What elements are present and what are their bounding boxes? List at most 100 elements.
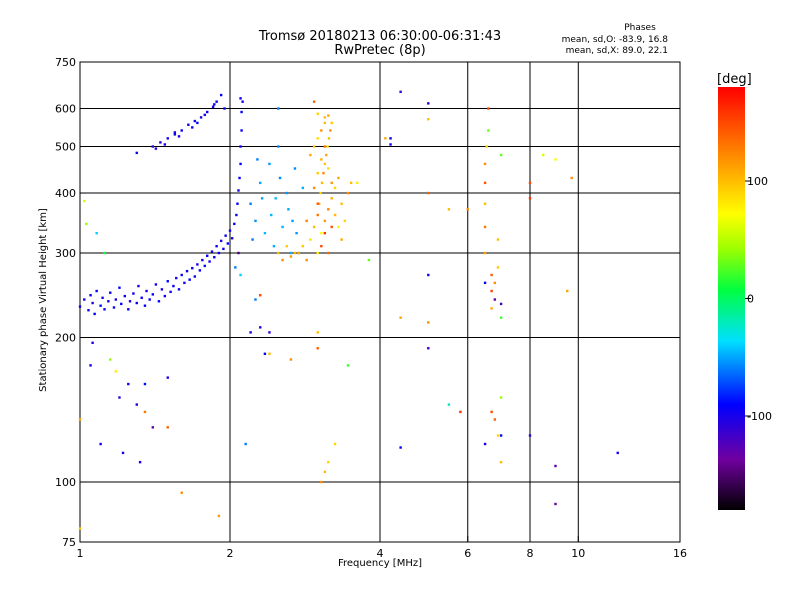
scatter-point-x <box>320 158 323 161</box>
scatter-point-o <box>89 364 92 367</box>
colorbar-tick-label: -100 <box>747 410 772 423</box>
scatter-point-x <box>316 137 319 140</box>
scatter-point-x <box>166 426 169 429</box>
scatter-point-o <box>274 197 277 200</box>
scatter-point-o <box>219 93 223 97</box>
scatter-point-x <box>78 527 82 530</box>
scatter-point-x <box>78 418 82 421</box>
scatter-point-o <box>166 137 169 140</box>
scatter-point-x <box>496 238 500 241</box>
scatter-point-o <box>135 403 138 406</box>
scatter-point-x <box>384 137 387 140</box>
scatter-point-o <box>244 442 247 446</box>
scatter-point-o <box>554 502 557 506</box>
scatter-point-o <box>301 186 305 190</box>
scatter-point-o <box>187 123 190 126</box>
scatter-point-o <box>103 308 106 311</box>
scatter-point-o <box>175 276 178 280</box>
scatter-point-o <box>180 273 183 277</box>
scatter-point-o <box>268 331 271 334</box>
scatter-point-o <box>256 158 259 161</box>
scatter-point-o <box>205 254 209 258</box>
scatter-point-x <box>327 167 330 170</box>
scatter-point-o <box>143 304 147 307</box>
scatter-point-x <box>281 258 284 262</box>
scatter-point-o <box>249 202 252 205</box>
x-tick-label: 16 <box>673 547 687 560</box>
scatter-point-o <box>287 208 290 211</box>
scatter-point-o <box>143 382 147 386</box>
scatter-point-x <box>277 251 280 255</box>
stats-title: Phases <box>624 23 656 33</box>
scatter-point-o <box>254 219 257 223</box>
scatter-point-o <box>270 213 273 217</box>
scatter-point-o <box>234 266 237 269</box>
scatter-point-o <box>528 434 532 437</box>
scatter-point-o <box>154 283 158 286</box>
stats-line-o: mean, sd,O: -83.9, 16.8 <box>562 35 669 45</box>
scatter-point-x <box>301 244 305 248</box>
scatter-point-x <box>541 153 545 157</box>
scatter-point-x <box>327 137 331 140</box>
scatter-point-x <box>320 244 323 248</box>
scatter-point-o <box>196 121 199 125</box>
scatter-point-x <box>333 186 337 190</box>
scatter-point-x <box>447 208 451 211</box>
scatter-point-o <box>127 308 130 311</box>
scatter-point-o <box>205 110 209 114</box>
scatter-point-x <box>487 129 490 132</box>
scatter-point-o <box>238 176 241 180</box>
scatter-point-x <box>528 197 532 200</box>
scatter-point-o <box>151 293 155 296</box>
y-tick-label: 400 <box>55 187 76 200</box>
scatter-point-x <box>317 202 321 205</box>
colorbar-gradient <box>718 87 745 510</box>
scatter-point-x <box>499 153 503 157</box>
scatter-point-o <box>87 309 90 312</box>
scatter-point-o <box>277 145 280 148</box>
scatter-point-o <box>151 426 155 429</box>
scatter-point-x <box>217 514 221 518</box>
scatter-point-x <box>330 197 333 200</box>
scatter-point-x <box>490 410 493 414</box>
scatter-point-x <box>323 145 327 148</box>
scatter-point-o <box>260 197 264 200</box>
scatter-point-o <box>166 280 169 283</box>
scatter-point-o <box>277 107 280 110</box>
scatter-point-x <box>309 153 312 157</box>
scatter-point-o <box>137 284 140 288</box>
x-axis-ticks: 1 2 4 6 8 10 16 <box>77 536 687 560</box>
scatter-point-o <box>447 403 451 406</box>
scatter-point-x <box>325 153 328 157</box>
scatter-point-o <box>427 273 430 277</box>
scatter-point-x <box>330 181 333 185</box>
scatter-point-o <box>278 176 282 180</box>
scatter-point-x <box>322 171 325 175</box>
colorbar-tick-label: 100 <box>747 175 768 188</box>
scatter-point-x <box>427 321 430 324</box>
scatter-point-o <box>427 347 430 350</box>
scatter-point-o <box>114 298 118 301</box>
scatter-point-x <box>493 281 497 285</box>
scatter-point-x <box>316 202 319 205</box>
y-tick-label: 200 <box>55 332 76 345</box>
scatter-point-x <box>490 307 493 310</box>
scatter-point-x <box>483 181 487 185</box>
scatter-point-x <box>259 294 262 297</box>
scatter-point-x <box>340 202 343 205</box>
scatter-point-x <box>565 289 569 293</box>
scatter-point-x <box>485 145 488 148</box>
scatter-point-o <box>239 145 242 148</box>
scatter-point-o <box>237 251 240 255</box>
scatter-point-o <box>389 143 392 146</box>
scatter-point-x <box>323 121 327 125</box>
scatter-point-o <box>145 289 148 293</box>
scatter-point-o <box>109 291 112 294</box>
scatter-point-o <box>91 341 94 345</box>
x-tick-label: 4 <box>377 547 384 560</box>
scatter-point-o <box>499 434 503 437</box>
scatter-point-o <box>151 145 155 148</box>
scatter-point-x <box>316 112 319 115</box>
scatter-point-x <box>327 208 330 211</box>
scatter-point-o <box>169 290 172 294</box>
